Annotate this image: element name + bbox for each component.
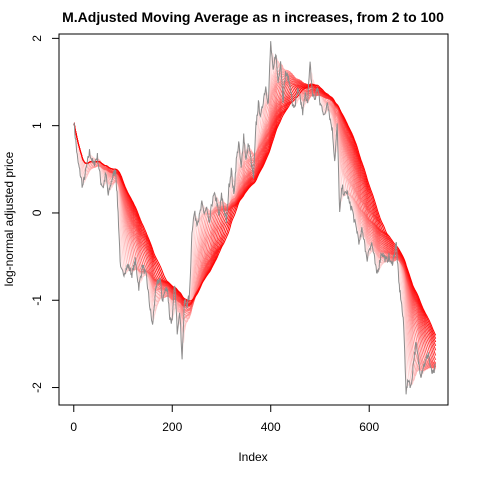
x-tick-label: 200 bbox=[162, 420, 182, 434]
ma-line-n86 bbox=[73, 83, 437, 346]
ma-line-n62 bbox=[73, 79, 436, 369]
price-line-group bbox=[73, 41, 436, 395]
ma-line-n94 bbox=[73, 84, 437, 339]
ma-line-n58 bbox=[73, 77, 437, 369]
y-axis: -2 -1 0 1 2 bbox=[30, 35, 59, 393]
x-tick-label: 400 bbox=[261, 420, 281, 434]
ma-line-n50 bbox=[73, 74, 437, 369]
x-tick-label: 600 bbox=[359, 420, 379, 434]
ma-line-n90 bbox=[73, 83, 437, 343]
x-axis-label: Index bbox=[238, 450, 267, 464]
ma-line-n78 bbox=[73, 82, 437, 356]
ma-line-n66 bbox=[73, 80, 437, 367]
y-axis-label: log-normal adjusted price bbox=[2, 151, 16, 286]
y-tick-label: 1 bbox=[30, 122, 44, 129]
y-tick-label: 2 bbox=[30, 35, 44, 42]
y-tick-label: -1 bbox=[30, 295, 44, 306]
price-line bbox=[73, 41, 436, 395]
ma-line-n54 bbox=[73, 76, 436, 369]
ma-line-n98 bbox=[73, 84, 437, 336]
x-tick-label: 0 bbox=[70, 420, 77, 434]
x-axis: 0 200 400 600 bbox=[70, 405, 380, 434]
y-tick-label: -2 bbox=[30, 382, 44, 393]
ma-line-n74 bbox=[73, 81, 437, 361]
y-tick-label: 0 bbox=[30, 209, 44, 216]
ma-line-n70 bbox=[73, 81, 437, 364]
chart-title: M.Adjusted Moving Average as n increases… bbox=[62, 9, 444, 25]
plot-frame bbox=[58, 33, 449, 406]
